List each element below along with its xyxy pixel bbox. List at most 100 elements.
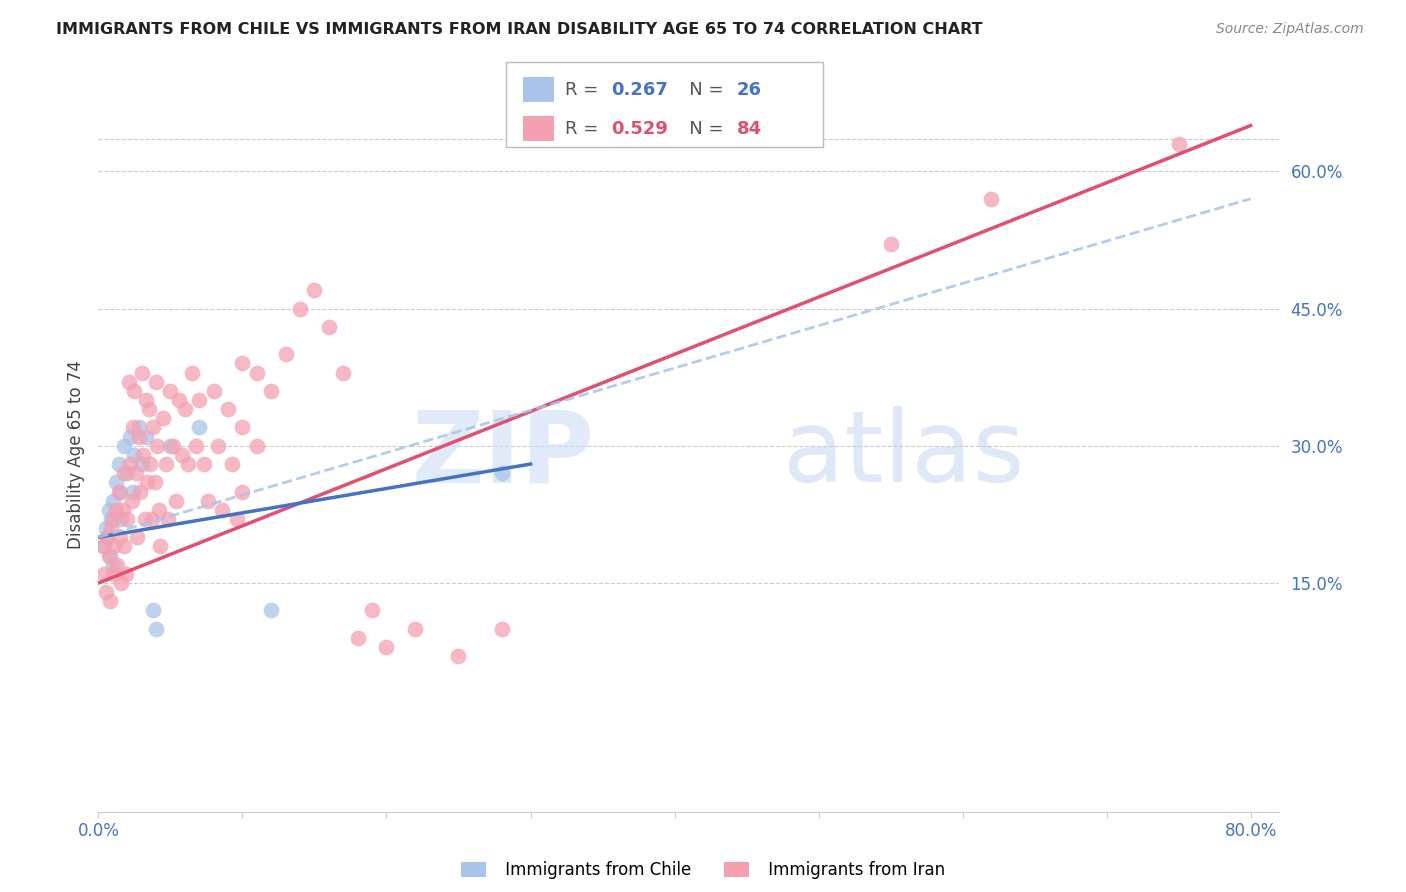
Point [107,457,129,471]
Point [170,448,193,462]
Point [207,439,229,453]
Legend:  Immigrants from Chile,  Immigrants from Iran: Immigrants from Chile, Immigrants from I… [461,861,945,880]
Point [145,375,167,389]
Point [221,457,243,471]
Text: 0.529: 0.529 [612,120,668,137]
Point [93,540,115,554]
Point [111,503,134,517]
Point [128,429,150,443]
Point [115,512,138,526]
Text: R =: R = [565,120,605,137]
Point [980,192,1002,206]
Point [101,558,124,572]
Point [138,402,160,417]
Point [112,540,135,554]
Point [135,429,157,443]
Point [346,631,368,645]
Point [96,530,118,544]
Point [122,484,145,499]
Point [165,493,187,508]
Point [101,512,124,526]
Point [108,530,131,544]
Point [231,420,253,434]
Point [104,475,127,490]
Point [193,457,215,471]
Point [246,366,269,380]
Point [96,530,118,544]
Point [101,493,124,508]
Point [100,521,122,535]
Point [94,521,117,535]
Point [188,392,211,407]
Point [375,640,398,654]
Point [110,576,132,591]
Point [879,237,901,252]
Point [120,429,142,443]
Point [93,566,115,581]
Point [107,484,129,499]
Point [100,512,122,526]
Text: N =: N = [672,120,730,137]
Point [143,475,166,490]
Point [159,384,181,398]
Point [129,484,152,499]
Point [491,467,513,481]
Point [173,402,195,417]
Point [167,392,190,407]
Point [162,439,184,453]
Point [177,457,200,471]
Point [127,530,149,544]
Point [231,356,253,370]
Y-axis label: Disability Age 65 to 74: Disability Age 65 to 74 [66,360,84,549]
Text: atlas: atlas [783,407,1025,503]
Point [148,503,170,517]
Point [260,384,283,398]
Point [361,603,384,617]
Point [112,467,135,481]
Point [103,540,125,554]
Point [246,439,269,453]
Point [202,384,225,398]
Point [122,420,145,434]
Point [91,540,114,554]
Point [156,512,179,526]
Point [131,366,153,380]
Point [188,420,211,434]
Text: ZIP: ZIP [412,407,595,503]
Point [149,540,172,554]
Point [231,484,253,499]
Point [139,457,162,471]
Point [318,319,340,334]
Point [211,503,233,517]
Text: R =: R = [565,80,605,98]
Point [274,347,297,361]
Point [136,475,159,490]
Point [1167,136,1189,151]
Point [447,649,470,664]
Point [142,603,165,617]
Point [288,301,311,316]
Point [146,439,169,453]
Point [124,384,146,398]
Text: 84: 84 [737,120,762,137]
Point [404,622,426,636]
Point [155,457,177,471]
Point [491,622,513,636]
Point [141,512,163,526]
Point [104,503,127,517]
Point [124,448,146,462]
Text: 0.267: 0.267 [612,80,668,98]
Point [159,439,181,453]
Point [181,366,204,380]
Point [101,566,124,581]
Point [115,467,138,481]
Point [98,594,121,608]
Point [225,512,247,526]
Point [304,283,326,297]
Text: 26: 26 [737,80,762,98]
Point [135,392,157,407]
Point [145,622,167,636]
Point [108,484,131,499]
Point [131,457,153,471]
Point [114,566,136,581]
